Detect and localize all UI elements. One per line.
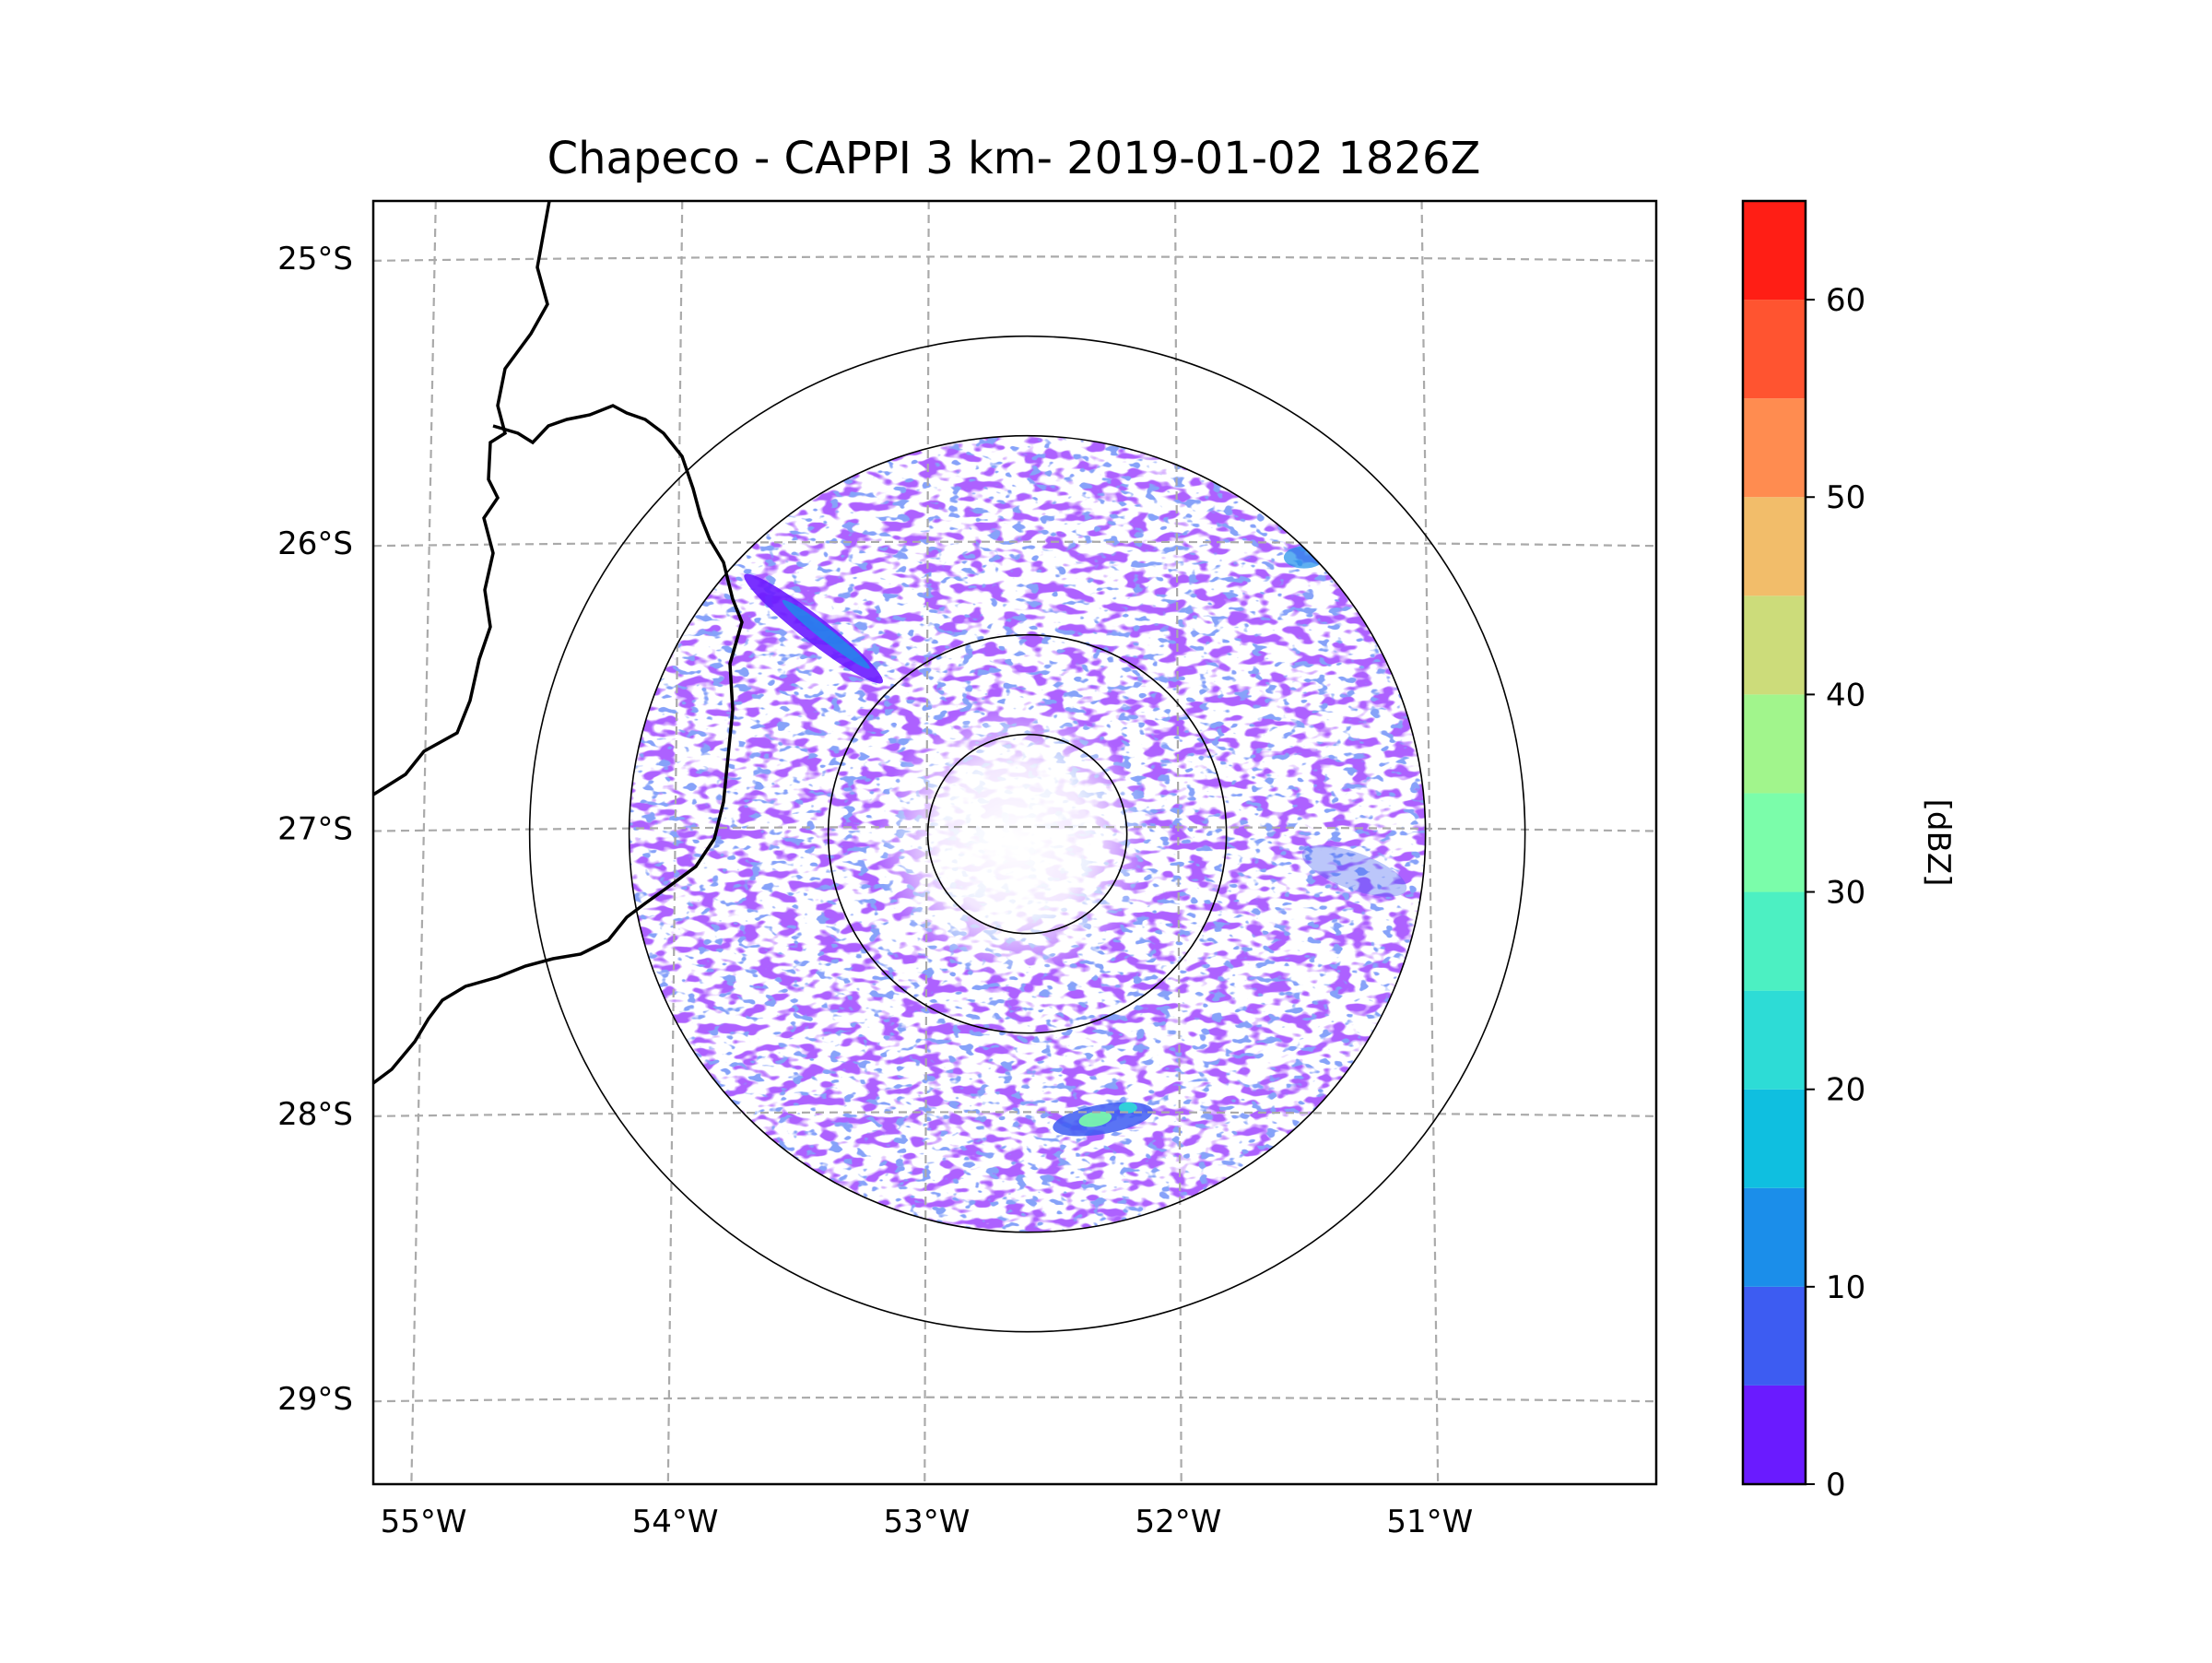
colorbar-ticks: 0 10 20 30 40 50 60 (1806, 282, 1865, 1504)
echo-cell (1118, 1102, 1137, 1114)
colorbar-segment (1743, 694, 1806, 794)
lon-gridline (1174, 201, 1182, 1484)
lat-label: 29°S (277, 1381, 353, 1418)
lat-label: 26°S (277, 525, 353, 562)
radar-echoes (629, 435, 1426, 1233)
lon-label: 51°W (1386, 1504, 1473, 1540)
map-panel: 25°S 26°S 27°S 28°S 29°S 55°W 54°W 53°W 52°W 51°… (277, 199, 1658, 1540)
colorbar-segment (1743, 1286, 1806, 1386)
lon-gridline (410, 201, 437, 1484)
colorbar-segment (1743, 990, 1806, 1090)
lon-label: 52°W (1135, 1504, 1221, 1540)
colorbar-tick-label: 60 (1826, 282, 1865, 319)
lon-label: 55°W (381, 1504, 467, 1540)
colorbar-tick-label: 40 (1826, 677, 1865, 714)
lat-gridline (373, 1111, 1656, 1117)
colorbar-tick-label: 20 (1826, 1072, 1865, 1109)
colorbar-frame (1741, 199, 1807, 1486)
colorbar: 0 10 20 30 40 50 60 [dBZ] (1741, 199, 1957, 1504)
colorbar-segment (1743, 201, 1806, 301)
colorbar-label: [dBZ] (1920, 799, 1957, 887)
lat-label: 28°S (277, 1096, 353, 1133)
echo-cell (1301, 845, 1407, 897)
colorbar-segment (1743, 891, 1806, 991)
echo-cell (782, 599, 870, 669)
lon-gridline (924, 201, 930, 1484)
border-line-misiones (373, 404, 744, 1085)
colorbar-tick-label: 10 (1826, 1269, 1865, 1306)
colorbar-tick-label: 30 (1826, 875, 1865, 912)
range-rings (528, 335, 1526, 1333)
range-ring (628, 434, 1427, 1233)
lat-label: 27°S (277, 811, 353, 848)
range-ring (827, 633, 1228, 1034)
state-borders (373, 201, 744, 1085)
lat-gridline (373, 540, 1656, 548)
lon-label: 53°W (884, 1504, 971, 1540)
lat-label: 25°S (277, 241, 353, 277)
lat-gridline (373, 825, 1656, 832)
colorbar-segments (1743, 201, 1806, 1484)
range-ring (926, 733, 1128, 935)
colorbar-segment (1743, 793, 1806, 892)
colorbar-segment (1743, 398, 1806, 498)
colorbar-segment (1743, 1187, 1806, 1287)
lat-gridline (373, 255, 1656, 262)
range-ring (528, 335, 1526, 1333)
colorbar-segment (1743, 497, 1806, 596)
colorbar-segment (1743, 1385, 1806, 1484)
map-frame (371, 199, 1658, 1486)
lon-gridline (666, 201, 684, 1484)
graticule (373, 201, 1656, 1484)
figure-title: Chapeco - CAPPI 3 km- 2019-01-02 1826Z (547, 133, 1481, 184)
colorbar-segment (1743, 1089, 1806, 1188)
lat-gridline (373, 1396, 1656, 1403)
strong-echo-features (744, 546, 1407, 1137)
border-line-west (373, 201, 551, 796)
colorbar-tick-label: 0 (1826, 1467, 1846, 1504)
colorbar-segment (1743, 596, 1806, 695)
longitude-labels: 55°W 54°W 53°W 52°W 51°W (381, 1504, 1474, 1540)
latitude-labels: 25°S 26°S 27°S 28°S 29°S (277, 241, 353, 1418)
colorbar-tick-label: 50 (1826, 479, 1865, 516)
lon-label: 54°W (632, 1504, 719, 1540)
lon-gridline (1420, 201, 1440, 1484)
echo-cell (1078, 1111, 1112, 1127)
colorbar-segment (1743, 300, 1806, 399)
